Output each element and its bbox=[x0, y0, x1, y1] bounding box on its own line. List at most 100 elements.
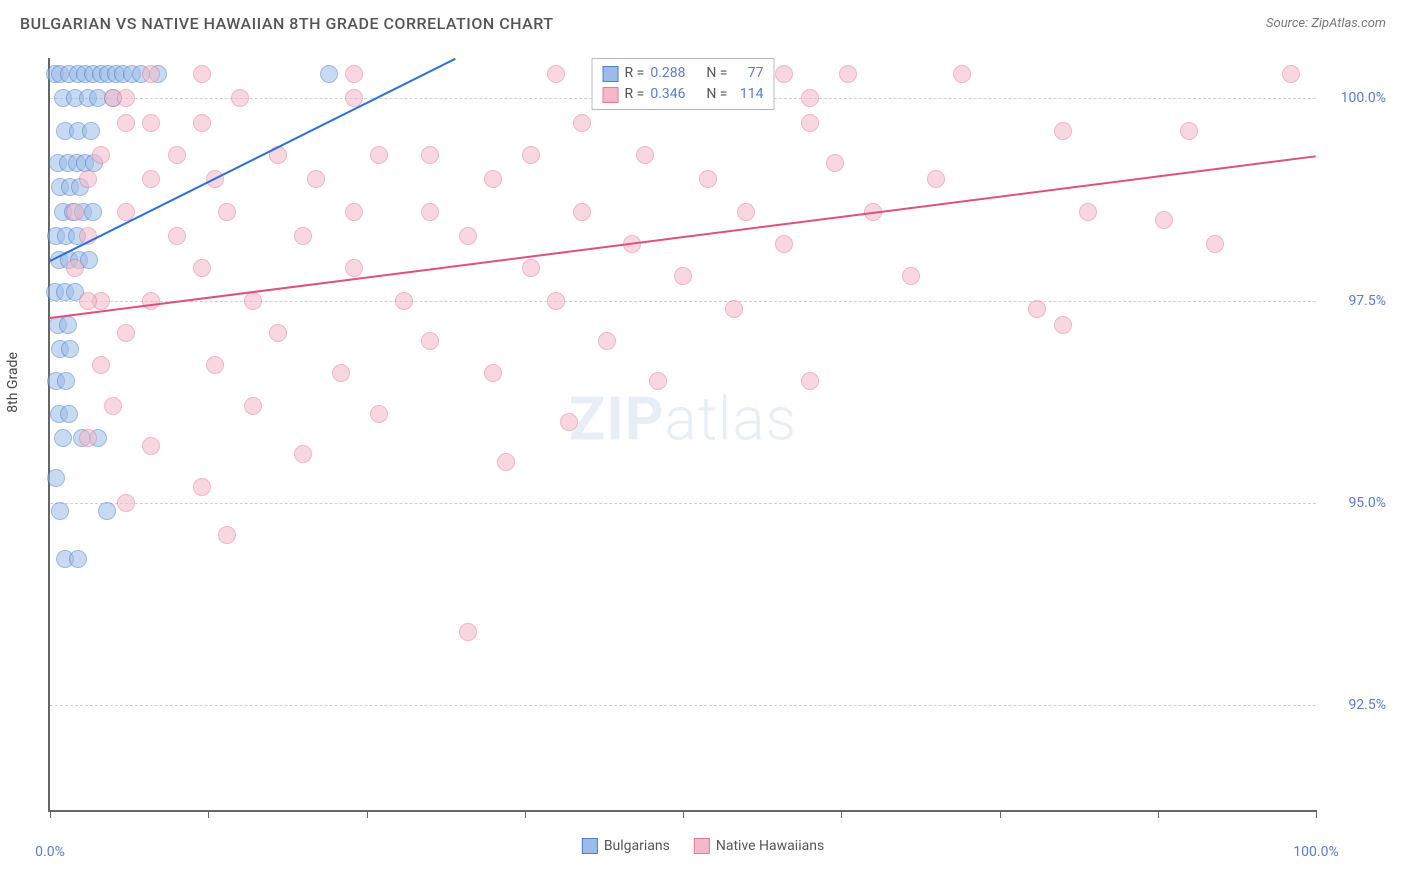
scatter-point-hawaiians bbox=[560, 413, 578, 431]
scatter-point-hawaiians bbox=[547, 292, 565, 310]
scatter-point-bulgarians bbox=[61, 340, 79, 358]
stat-r-value: 0.288 bbox=[650, 63, 700, 84]
scatter-point-hawaiians bbox=[775, 235, 793, 253]
scatter-point-hawaiians bbox=[421, 146, 439, 164]
legend-item-bulgarians[interactable]: Bulgarians bbox=[582, 838, 670, 854]
scatter-point-hawaiians bbox=[1206, 235, 1224, 253]
stat-n-value: 77 bbox=[733, 63, 763, 84]
scatter-point-hawaiians bbox=[573, 114, 591, 132]
scatter-point-bulgarians bbox=[54, 429, 72, 447]
scatter-point-hawaiians bbox=[117, 89, 135, 107]
scatter-point-bulgarians bbox=[84, 203, 102, 221]
scatter-point-hawaiians bbox=[839, 65, 857, 83]
scatter-point-hawaiians bbox=[497, 453, 515, 471]
scatter-point-hawaiians bbox=[79, 292, 97, 310]
scatter-point-hawaiians bbox=[193, 114, 211, 132]
y-tick-label: 92.5% bbox=[1348, 697, 1386, 713]
scatter-point-hawaiians bbox=[421, 203, 439, 221]
scatter-point-hawaiians bbox=[332, 364, 350, 382]
x-tick bbox=[1316, 810, 1317, 818]
scatter-point-hawaiians bbox=[79, 429, 97, 447]
stat-n-value: 114 bbox=[733, 84, 763, 105]
scatter-point-bulgarians bbox=[59, 316, 77, 334]
scatter-point-hawaiians bbox=[649, 372, 667, 390]
scatter-point-bulgarians bbox=[60, 405, 78, 423]
legend-bottom: Bulgarians Native Hawaiians bbox=[582, 838, 824, 854]
gridline bbox=[50, 301, 1316, 302]
scatter-point-hawaiians bbox=[193, 259, 211, 277]
scatter-point-hawaiians bbox=[206, 356, 224, 374]
scatter-point-hawaiians bbox=[307, 170, 325, 188]
scatter-point-hawaiians bbox=[193, 65, 211, 83]
x-tick-label: 100.0% bbox=[1293, 844, 1338, 860]
scatter-point-hawaiians bbox=[168, 227, 186, 245]
x-tick bbox=[50, 810, 51, 818]
scatter-point-hawaiians bbox=[218, 526, 236, 544]
scatter-point-hawaiians bbox=[168, 146, 186, 164]
scatter-point-hawaiians bbox=[244, 292, 262, 310]
x-tick bbox=[1000, 810, 1001, 818]
chart-container: ZIPatlas R =0.288N =77R =0.346N =114 100… bbox=[48, 58, 1316, 812]
scatter-point-hawaiians bbox=[927, 170, 945, 188]
scatter-point-hawaiians bbox=[801, 372, 819, 390]
scatter-point-hawaiians bbox=[1028, 300, 1046, 318]
scatter-point-hawaiians bbox=[1180, 122, 1198, 140]
y-tick-label: 100.0% bbox=[1341, 90, 1386, 106]
scatter-point-hawaiians bbox=[231, 89, 249, 107]
scatter-point-hawaiians bbox=[801, 89, 819, 107]
scatter-point-hawaiians bbox=[902, 267, 920, 285]
scatter-point-hawaiians bbox=[370, 146, 388, 164]
stat-n-label: N = bbox=[706, 63, 727, 84]
x-tick bbox=[525, 810, 526, 818]
scatter-point-hawaiians bbox=[484, 364, 502, 382]
scatter-point-hawaiians bbox=[66, 203, 84, 221]
scatter-point-hawaiians bbox=[117, 114, 135, 132]
stat-n-label: N = bbox=[706, 84, 727, 105]
x-tick-label: 0.0% bbox=[35, 844, 65, 860]
chart-title: BULGARIAN VS NATIVE HAWAIIAN 8TH GRADE C… bbox=[20, 14, 554, 33]
scatter-point-bulgarians bbox=[98, 502, 116, 520]
scatter-point-hawaiians bbox=[79, 170, 97, 188]
scatter-point-hawaiians bbox=[674, 267, 692, 285]
x-tick bbox=[683, 810, 684, 818]
legend-stats: R =0.288 N = 77R =0.346 N = 114 bbox=[592, 58, 775, 110]
x-tick bbox=[841, 810, 842, 818]
scatter-point-hawaiians bbox=[598, 332, 616, 350]
plot-area: ZIPatlas R =0.288N =77R =0.346N =114 100… bbox=[48, 58, 1316, 812]
legend-swatch bbox=[582, 838, 598, 854]
scatter-point-hawaiians bbox=[92, 356, 110, 374]
scatter-point-bulgarians bbox=[57, 372, 75, 390]
scatter-point-hawaiians bbox=[1282, 65, 1300, 83]
scatter-point-hawaiians bbox=[193, 478, 211, 496]
legend-label: Native Hawaiians bbox=[716, 838, 824, 854]
x-tick bbox=[367, 810, 368, 818]
scatter-point-hawaiians bbox=[142, 114, 160, 132]
scatter-point-hawaiians bbox=[522, 146, 540, 164]
scatter-point-hawaiians bbox=[345, 259, 363, 277]
watermark: ZIPatlas bbox=[569, 383, 797, 454]
legend-swatch bbox=[603, 87, 619, 103]
source-attribution: Source: ZipAtlas.com bbox=[1266, 16, 1386, 31]
gridline bbox=[50, 503, 1316, 504]
x-tick bbox=[208, 810, 209, 818]
stat-r-value: 0.346 bbox=[650, 84, 700, 105]
scatter-point-bulgarians bbox=[69, 550, 87, 568]
scatter-point-hawaiians bbox=[699, 170, 717, 188]
scatter-point-hawaiians bbox=[117, 494, 135, 512]
scatter-point-hawaiians bbox=[636, 146, 654, 164]
scatter-point-hawaiians bbox=[117, 324, 135, 342]
scatter-point-hawaiians bbox=[92, 146, 110, 164]
scatter-point-hawaiians bbox=[1054, 122, 1072, 140]
scatter-point-hawaiians bbox=[218, 203, 236, 221]
legend-item-hawaiians[interactable]: Native Hawaiians bbox=[694, 838, 824, 854]
scatter-point-bulgarians bbox=[51, 502, 69, 520]
scatter-point-hawaiians bbox=[484, 170, 502, 188]
scatter-point-bulgarians bbox=[320, 65, 338, 83]
scatter-point-hawaiians bbox=[573, 203, 591, 221]
scatter-point-hawaiians bbox=[421, 332, 439, 350]
scatter-point-hawaiians bbox=[244, 397, 262, 415]
stat-r-label: R = bbox=[625, 63, 645, 84]
legend-stat-row-bulgarians: R =0.288 N = 77 bbox=[603, 63, 764, 84]
scatter-point-hawaiians bbox=[294, 227, 312, 245]
scatter-point-hawaiians bbox=[395, 292, 413, 310]
